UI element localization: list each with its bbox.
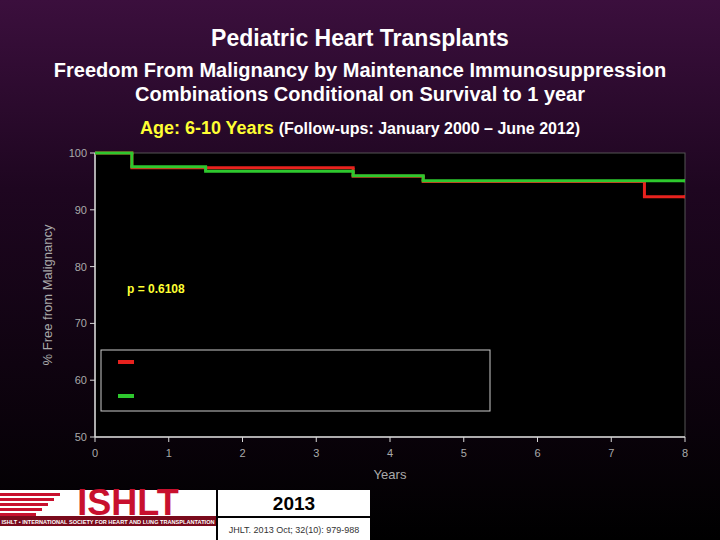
x-tick — [537, 437, 538, 442]
step-drop — [422, 176, 425, 181]
x-tick — [685, 437, 686, 442]
logo-stripe — [0, 503, 48, 506]
x-tick — [168, 437, 169, 442]
y-tick-label: 80 — [75, 261, 87, 273]
x-tick-label: 5 — [461, 447, 467, 459]
age-line: Age: 6-10 Years (Follow-ups: January 200… — [140, 118, 580, 138]
citation: JHLT. 2013 Oct; 32(10): 979-988 — [229, 525, 359, 535]
x-tick — [611, 437, 612, 442]
x-tick-label: 4 — [387, 447, 393, 459]
x-tick-label: 8 — [682, 447, 688, 459]
step-drop — [130, 153, 133, 167]
chart: Pediatric Heart Transplants Freedom From … — [0, 0, 720, 540]
step-drop — [422, 176, 425, 181]
step-segment — [95, 152, 132, 155]
x-label: Years — [374, 467, 407, 482]
step-segment — [353, 174, 423, 177]
y-tick-label: 50 — [75, 431, 87, 443]
series — [95, 153, 685, 181]
step-segment — [206, 170, 354, 173]
x-tick-label: 6 — [534, 447, 540, 459]
logo-stripe — [0, 498, 54, 501]
y-tick-label: 70 — [75, 317, 87, 329]
annotation: p = 0.6108 — [127, 282, 185, 296]
y-tick — [90, 437, 95, 438]
step-drop — [643, 181, 646, 196]
y-tick — [90, 380, 95, 381]
y-tick-label: 90 — [75, 204, 87, 216]
age-label: Age: 6-10 Years — [140, 118, 279, 138]
subtitle: Combinations Conditional on Survival to … — [135, 83, 585, 105]
y-tick — [90, 153, 95, 154]
x-tick — [390, 437, 391, 442]
x-tick-label: 7 — [608, 447, 614, 459]
y-tick — [90, 266, 95, 267]
step-segment — [95, 152, 132, 155]
society: ISHLT • INTERNATIONAL SOCIETY FOR HEART … — [1, 519, 214, 525]
background — [0, 0, 720, 540]
step-segment — [423, 179, 685, 182]
x-tick-label: 1 — [166, 447, 172, 459]
footer: ISHLTISHLT • INTERNATIONAL SOCIETY FOR H… — [0, 482, 370, 540]
y-label: % Free from Malignancy — [40, 224, 55, 365]
legend-swatch — [118, 360, 134, 364]
x-tick — [316, 437, 317, 442]
x-tick-label: 0 — [92, 447, 98, 459]
logo-band — [0, 516, 216, 526]
y-tick — [90, 209, 95, 210]
citation-box — [218, 518, 370, 540]
x-tick — [242, 437, 243, 442]
step-segment — [644, 195, 685, 198]
step-drop — [352, 168, 355, 177]
x-tick-label: 2 — [239, 447, 245, 459]
plot-area — [95, 153, 685, 437]
x-tick — [463, 437, 464, 442]
year: 2013 — [273, 493, 315, 514]
follow-up: (Follow-ups: January 2000 – June 2012) — [279, 120, 580, 137]
logo-stripe — [0, 493, 60, 496]
x-tick — [95, 437, 96, 442]
logo-stripe — [0, 508, 42, 511]
legend-box — [101, 350, 490, 411]
subtitle: Freedom From Malignancy by Maintenance I… — [54, 59, 666, 81]
step-drop — [352, 171, 355, 176]
y-tick — [90, 323, 95, 324]
logo-stripe — [0, 513, 36, 516]
step-segment — [132, 165, 206, 168]
y-axis — [94, 153, 96, 437]
y-tick-label: 60 — [75, 374, 87, 386]
x-tick-label: 3 — [313, 447, 319, 459]
legend-swatch — [118, 394, 134, 398]
year-box — [218, 490, 370, 516]
step-segment — [132, 166, 353, 169]
series — [95, 153, 685, 197]
series-group — [95, 153, 685, 197]
step-drop — [130, 153, 133, 168]
legend — [101, 350, 490, 411]
y-tick-label: 100 — [69, 147, 87, 159]
title: Pediatric Heart Transplants — [211, 25, 509, 51]
step-drop — [204, 167, 207, 172]
step-segment — [353, 175, 423, 178]
